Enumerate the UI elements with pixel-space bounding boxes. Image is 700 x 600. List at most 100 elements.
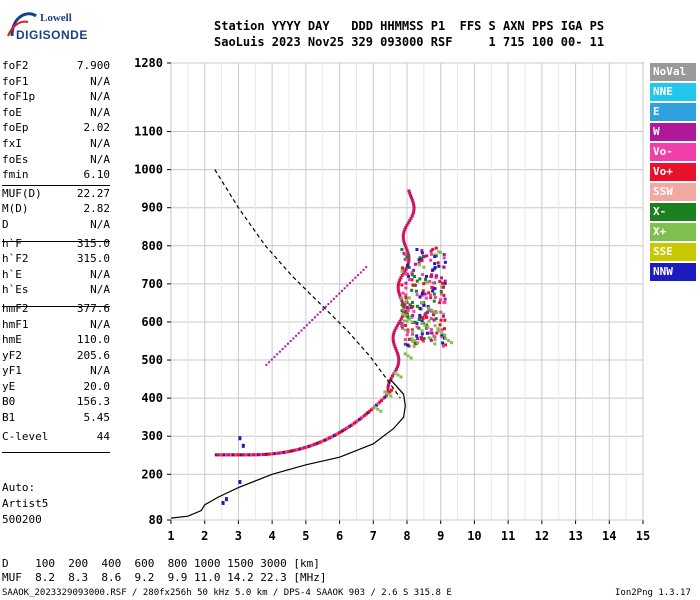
echo-point: [292, 448, 296, 452]
legend-item: Vo+: [650, 163, 696, 181]
echo-point: [429, 258, 433, 262]
echo-point: [390, 374, 394, 378]
echo-point: [441, 341, 445, 345]
echo-point: [219, 453, 223, 457]
echo-point: [407, 278, 411, 282]
echo-point: [294, 448, 298, 452]
echo-point: [444, 337, 448, 341]
echo-point: [278, 350, 281, 353]
echo-point: [262, 452, 266, 456]
echo-point: [428, 331, 432, 335]
x-tick-label: 6: [336, 529, 343, 543]
echo-point: [411, 200, 415, 204]
echo-point: [432, 299, 436, 303]
echo-point: [349, 423, 353, 427]
x-tick-label: 5: [302, 529, 309, 543]
echo-point: [409, 216, 413, 220]
header-line2: SaoLuis 2023 Nov25 329 093000 RSF 1 715 …: [214, 35, 605, 49]
echo-point: [305, 445, 309, 449]
param-value: 377.6: [76, 301, 110, 315]
echo-point: [403, 352, 407, 356]
echo-point: [409, 356, 413, 360]
echo-point: [334, 433, 338, 437]
echo-point: [438, 301, 442, 305]
echo-point: [351, 279, 354, 282]
echo-point: [421, 338, 425, 342]
footer-info: SAAOK_2023329093000.RSF / 280fx256h 50 k…: [2, 588, 452, 598]
echo-point: [423, 292, 427, 296]
echo-point: [412, 344, 416, 348]
param-row: B1 5.45: [2, 410, 110, 426]
echo-point: [442, 312, 446, 316]
echo-point: [391, 335, 395, 339]
echo-point: [260, 453, 264, 457]
echo-point: [395, 324, 399, 328]
echo-point: [265, 363, 268, 366]
echo-point: [430, 331, 434, 335]
param-row: yF2 205.6: [2, 348, 110, 364]
x-tick-label: 10: [467, 529, 481, 543]
echo-point: [398, 294, 402, 298]
echo-point: [433, 287, 437, 291]
echo-point: [405, 248, 409, 252]
echo-point: [405, 223, 409, 227]
echo-point: [289, 340, 292, 343]
echo-point: [443, 260, 447, 264]
echo-point: [327, 303, 330, 306]
y-tick-label: 500: [141, 353, 163, 367]
echo-point: [403, 342, 407, 346]
echo-point: [417, 261, 421, 265]
echo-point: [419, 337, 423, 341]
echo-point: [346, 284, 349, 287]
echo-point: [405, 297, 409, 301]
echo-point: [429, 293, 433, 297]
header-line1: Station YYYY DAY DDD HHMMSS P1 FFS S AXN…: [214, 19, 605, 33]
echo-point: [422, 282, 426, 286]
legend-item: NoVal: [650, 63, 696, 81]
echo-point: [397, 360, 401, 364]
echo-point: [388, 390, 392, 394]
echo-point: [417, 326, 421, 330]
legend-item: NNW: [650, 263, 696, 281]
echo-point: [395, 351, 399, 355]
param-name: yE: [2, 379, 16, 393]
echo-point: [365, 266, 368, 269]
muf-row: MUF 8.2 8.3 8.6 9.2 9.9 11.0 14.2 22.3 […: [2, 571, 327, 584]
echo-point: [406, 263, 410, 267]
echo-point: [443, 279, 447, 283]
param-row: C-level 44: [2, 429, 110, 445]
echo-point: [246, 453, 250, 457]
echo-point: [425, 323, 429, 327]
echo-point: [410, 198, 414, 202]
echo-point: [422, 265, 426, 269]
echo-point: [411, 212, 415, 216]
echo-point: [386, 392, 390, 396]
echo-point: [399, 317, 403, 321]
echo-point: [248, 453, 252, 457]
param-name: yF2: [2, 348, 22, 362]
echo-point: [439, 318, 443, 322]
echo-point: [393, 344, 397, 348]
param-name: h`E: [2, 267, 22, 281]
echo-point: [218, 453, 222, 457]
echo-point: [407, 189, 411, 193]
echo-point: [277, 451, 281, 455]
echo-point: [400, 299, 404, 303]
echo-point: [430, 285, 434, 289]
echo-point: [270, 358, 273, 361]
echo-point: [407, 255, 411, 259]
profile-line: [170, 378, 406, 519]
echo-point: [433, 324, 437, 328]
echo-point: [359, 416, 363, 420]
legend-item: W: [650, 123, 696, 141]
echo-point: [392, 342, 396, 346]
echo-point: [420, 301, 424, 305]
echo-point: [417, 317, 421, 321]
echo-point: [404, 272, 408, 276]
auto-line2: Artist5: [2, 497, 49, 510]
echo-point: [388, 379, 392, 383]
echo-point: [410, 300, 414, 304]
echo-point: [428, 279, 432, 283]
echo-point: [391, 333, 395, 337]
echo-point: [400, 283, 404, 287]
